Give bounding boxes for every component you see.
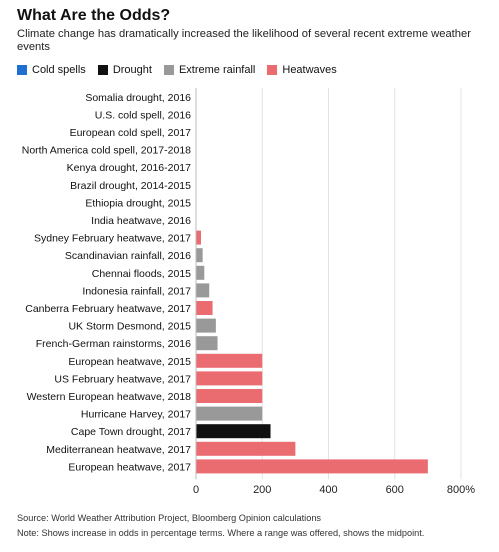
legend-label-extreme-rainfall: Extreme rainfall — [178, 64, 256, 76]
legend: Cold spells Drought Extreme rainfall Hea… — [17, 64, 337, 76]
bar — [196, 371, 263, 386]
bar — [196, 301, 213, 315]
category-label: Western European heatwave, 2018 — [27, 391, 192, 403]
x-tick-label: 600 — [386, 484, 404, 496]
bar — [196, 248, 203, 263]
bar — [196, 230, 201, 245]
legend-item-extreme-rainfall: Extreme rainfall — [163, 64, 256, 76]
legend-swatch-extreme-rainfall — [163, 65, 174, 75]
legend-swatch-cold-spells — [17, 65, 27, 75]
legend-label-heatwaves: Heatwaves — [282, 64, 337, 76]
category-label: Chennai floods, 2015 — [92, 268, 191, 280]
category-label: Cape Town drought, 2017 — [71, 426, 191, 438]
legend-item-heatwaves: Heatwaves — [267, 64, 337, 76]
category-label: European cold spell, 2017 — [70, 127, 192, 139]
bar — [196, 424, 271, 439]
x-tick-label: 200 — [253, 484, 271, 496]
category-label: U.S. cold spell, 2016 — [95, 109, 191, 121]
legend-swatch-drought — [97, 65, 108, 75]
category-label: Scandinavian rainfall, 2016 — [65, 250, 191, 262]
x-tick-label: 0 — [193, 484, 199, 496]
bar — [196, 336, 218, 351]
category-label: Somalia drought, 2016 — [85, 92, 191, 104]
category-label: French-German rainstorms, 2016 — [36, 338, 191, 350]
category-label: US February heatwave, 2017 — [54, 373, 191, 385]
category-label: European heatwave, 2015 — [68, 356, 191, 368]
category-label: Ethiopia drought, 2015 — [85, 197, 191, 209]
legend-label-cold-spells: Cold spells — [32, 64, 86, 76]
category-label: Sydney February heatwave, 2017 — [34, 233, 191, 245]
bar — [196, 389, 263, 403]
x-tick-label: 400 — [319, 484, 337, 496]
category-label: Mediterranean heatwave, 2017 — [46, 444, 191, 456]
method-note: Note: Shows increase in odds in percenta… — [17, 528, 425, 538]
bar — [196, 353, 263, 368]
category-label: European heatwave, 2017 — [68, 461, 191, 473]
category-label: Canberra February heatwave, 2017 — [25, 303, 191, 315]
bar — [196, 459, 428, 474]
category-label: Brazil drought, 2014-2015 — [70, 180, 191, 192]
category-label: Hurricane Harvey, 2017 — [81, 409, 191, 421]
chart-subtitle: Climate change has dramatically increase… — [17, 28, 471, 53]
bar — [196, 265, 205, 280]
bar — [196, 283, 210, 298]
legend-item-drought: Drought — [97, 64, 152, 76]
legend-swatch-heatwaves — [267, 65, 278, 75]
category-label: Indonesia rainfall, 2017 — [82, 285, 191, 297]
chart-title: What Are the Odds? — [17, 7, 171, 24]
bar — [196, 406, 263, 421]
bar — [196, 441, 296, 456]
category-label: India heatwave, 2016 — [91, 215, 191, 227]
x-tick-label: 800% — [447, 484, 475, 496]
source-note: Source: World Weather Attribution Projec… — [17, 513, 322, 523]
legend-label-drought: Drought — [112, 64, 152, 76]
legend-item-cold-spells: Cold spells — [17, 64, 86, 76]
category-label: North America cold spell, 2017-2018 — [22, 145, 191, 157]
bar — [196, 318, 216, 333]
category-label: Kenya drought, 2016-2017 — [67, 162, 192, 174]
category-label: UK Storm Desmond, 2015 — [68, 321, 191, 333]
